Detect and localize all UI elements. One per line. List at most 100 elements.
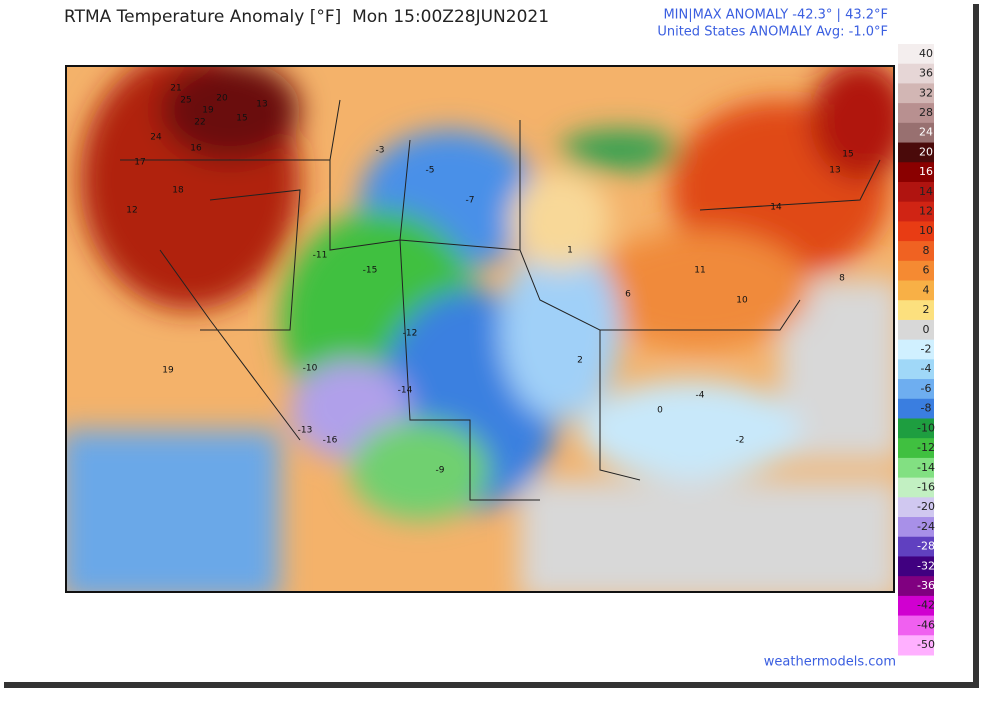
colorbar-label: 16 [919, 165, 933, 178]
colorbar-segment [898, 379, 934, 400]
colorbar-segment [898, 635, 934, 656]
map-value-label: 2 [577, 356, 583, 366]
map-value-label: -7 [466, 196, 475, 206]
map-value-label: -3 [376, 146, 385, 156]
colorbar-label: 14 [919, 185, 933, 198]
map-value-label: -9 [436, 466, 445, 476]
colorbar-label: -16 [917, 480, 935, 493]
colorbar-label: 8 [923, 244, 930, 257]
colorbar-label: 0 [923, 323, 930, 336]
colorbar-label: -14 [917, 461, 935, 474]
colorbar-segment [898, 517, 934, 538]
map-value-label: 20 [216, 94, 228, 104]
colorbar-label: -50 [917, 638, 935, 651]
map-value-label: 18 [172, 186, 184, 196]
map-value-label: 8 [839, 274, 845, 284]
map-value-label: 16 [190, 144, 202, 154]
colorbar-label: -20 [917, 500, 935, 513]
colorbar-label: 40 [919, 47, 933, 60]
colorbar-label: -4 [921, 362, 932, 375]
map-value-label: -5 [426, 166, 435, 176]
colorbar-segment [898, 241, 934, 262]
colorbar-label: 24 [919, 126, 933, 139]
colorbar-label: -28 [917, 540, 935, 553]
frame-shadow [4, 682, 979, 688]
map-value-label: 0 [657, 406, 663, 416]
colorbar-label: -2 [921, 343, 932, 356]
colorbar-segment [898, 339, 934, 360]
colorbar-segment [898, 122, 934, 144]
colorbar-label: -36 [917, 579, 935, 592]
map-value-label: 10 [736, 296, 748, 306]
map-value-label: 21 [170, 84, 181, 94]
colorbar-label: 32 [919, 86, 933, 99]
colorbar-label: -10 [917, 421, 935, 434]
colorbar-segment [898, 497, 934, 518]
map-value-label: 1 [567, 246, 573, 256]
colorbar-segment [898, 300, 934, 321]
colorbar-label: 2 [923, 303, 930, 316]
map-value-label: -11 [313, 251, 328, 261]
map-value-label: 15 [236, 114, 247, 124]
colorbar-segment [898, 576, 934, 597]
colorbar-segment [898, 44, 934, 65]
minmax: MIN|MAX ANOMALY -42.3° | 43.2°F [663, 8, 888, 23]
map-value-label: -12 [403, 329, 418, 339]
map-value-label: 11 [694, 266, 705, 276]
colorbar-segment [898, 615, 934, 636]
colorbar-label: -12 [917, 441, 935, 454]
map-value-label: 17 [134, 158, 145, 168]
map-value-label: -15 [363, 266, 378, 276]
colorbar-segment [898, 103, 934, 124]
map-value-label: -14 [398, 386, 413, 396]
credit: weathermodels.com [764, 655, 896, 670]
colorbar-label: 36 [919, 67, 933, 80]
colorbar-segment [898, 319, 934, 341]
map-value-label: 15 [842, 150, 853, 160]
colorbar-segment [898, 201, 934, 222]
colorbar-label: -6 [921, 382, 932, 395]
colorbar-segment [898, 595, 934, 617]
colorbar-segment [898, 181, 934, 203]
colorbar-label: -46 [917, 618, 935, 631]
colorbar-label: 20 [919, 145, 933, 158]
average: United States ANOMALY Avg: -1.0°F [657, 25, 888, 40]
map-value-label: 6 [625, 290, 631, 300]
colorbar-label: 10 [919, 224, 933, 237]
map-value-label: 13 [829, 166, 840, 176]
colorbar-segment [898, 359, 934, 380]
colorbar-label: 28 [919, 106, 933, 119]
colorbar-segment [898, 260, 934, 282]
frame-shadow [973, 4, 979, 688]
colorbar-segment [898, 142, 934, 163]
map-value-label: 22 [194, 118, 205, 128]
map-frame [65, 65, 895, 593]
colorbar-segment [898, 556, 934, 577]
map-value-label: 19 [162, 366, 174, 376]
map-value-label: 13 [256, 100, 267, 110]
colorbar-segment [898, 83, 934, 104]
colorbar-segment [898, 280, 934, 301]
colorbar-label: 4 [923, 283, 930, 296]
colorbar-segment [898, 63, 934, 84]
map-value-label: 19 [202, 106, 214, 116]
colorbar-label: 6 [923, 264, 930, 277]
colorbar-label: -8 [921, 402, 932, 415]
colorbar-label: -32 [917, 559, 935, 572]
map-value-label: -10 [303, 364, 318, 374]
colorbar-segment [898, 398, 934, 419]
colorbar-segment [898, 162, 934, 183]
map-value-label: -4 [696, 391, 705, 401]
map-value-label: 25 [180, 96, 191, 106]
colorbar-segment [898, 221, 934, 242]
map-value-label: -2 [736, 436, 745, 446]
colorbar-label: -24 [917, 520, 935, 533]
colorbar-segment [898, 418, 934, 439]
colorbar-segment [898, 457, 934, 479]
map-value-label: -13 [298, 426, 313, 436]
colorbar-label: 12 [919, 205, 933, 218]
map-value-label: 24 [150, 133, 162, 143]
colorbar-segment [898, 477, 934, 498]
title: RTMA Temperature Anomaly [°F] Mon 15:00Z… [64, 7, 549, 27]
